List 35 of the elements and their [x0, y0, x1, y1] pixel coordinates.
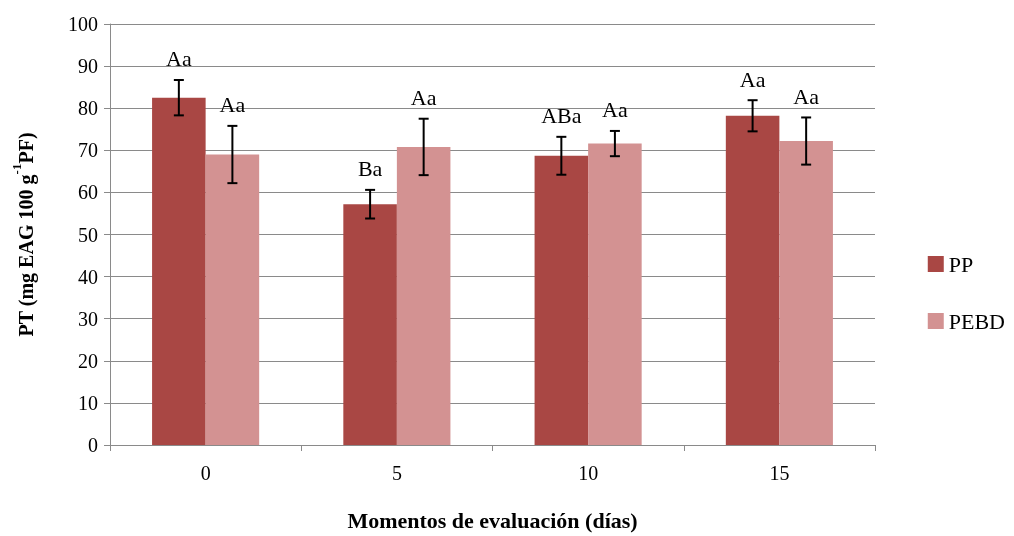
- x-tick-label: 0: [200, 462, 211, 484]
- y-tick-label: 50: [78, 223, 98, 246]
- y-tick-label: 30: [78, 307, 98, 330]
- data-label: Ba: [357, 156, 383, 182]
- bar: [779, 141, 833, 445]
- data-label: Aa: [410, 85, 437, 111]
- data-label: Aa: [739, 66, 766, 92]
- legend-label: PEBD: [948, 308, 1006, 334]
- y-tick-label: 10: [78, 391, 98, 414]
- legend-label: PP: [948, 251, 974, 277]
- bar: [534, 155, 589, 445]
- y-tick-label: 90: [78, 55, 98, 78]
- data-label: Aa: [219, 92, 246, 118]
- y-tick-label: 20: [78, 349, 98, 372]
- data-label: ABa: [541, 103, 582, 129]
- data-label: Aa: [166, 46, 192, 72]
- y-tick-label: 60: [78, 181, 98, 204]
- bar: [396, 146, 451, 445]
- data-label: Aa: [602, 97, 628, 123]
- x-axis-title: Momentos de evaluación (días): [347, 507, 638, 533]
- y-tick-label: 80: [78, 97, 98, 120]
- y-axis-title: PT (mg EAG 100 g-1PF): [9, 132, 38, 337]
- y-tick-label: 0: [88, 434, 98, 456]
- x-tick-label: 15: [769, 462, 790, 484]
- x-tick-label: 10: [578, 462, 599, 484]
- y-tick-label: 40: [78, 265, 98, 288]
- bar: [588, 143, 642, 445]
- bar: [205, 154, 260, 445]
- x-tick-label: 5: [391, 462, 402, 484]
- bar: [152, 97, 206, 445]
- data-label: Aa: [793, 83, 820, 109]
- y-tick-label: 100: [68, 13, 98, 35]
- bar: [343, 204, 397, 445]
- y-tick-label: 70: [78, 139, 98, 162]
- bar: [725, 115, 780, 445]
